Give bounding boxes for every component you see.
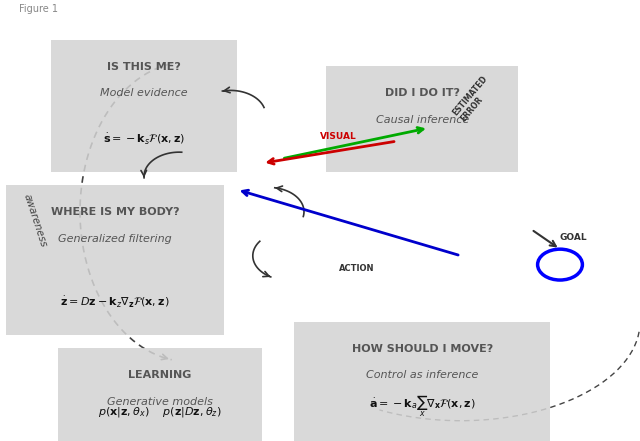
Text: IS THIS ME?: IS THIS ME? (107, 62, 181, 72)
Text: HOW SHOULD I MOVE?: HOW SHOULD I MOVE? (352, 344, 493, 354)
Text: Causal inference: Causal inference (376, 115, 469, 125)
FancyBboxPatch shape (58, 348, 262, 441)
Text: ESTIMATED
ERROR: ESTIMATED ERROR (451, 74, 497, 123)
Text: Control as inference: Control as inference (366, 370, 479, 381)
Text: ACTION: ACTION (339, 264, 374, 273)
Text: Model evidence: Model evidence (100, 88, 188, 98)
FancyBboxPatch shape (326, 66, 518, 172)
Text: DID I DO IT?: DID I DO IT? (385, 88, 460, 98)
Text: VISUAL: VISUAL (320, 132, 356, 141)
Text: LEARNING: LEARNING (128, 370, 192, 381)
Text: Figure 1: Figure 1 (19, 4, 58, 15)
Text: Generalized filtering: Generalized filtering (58, 234, 172, 244)
Text: awareness: awareness (22, 193, 49, 248)
FancyBboxPatch shape (51, 40, 237, 172)
Text: $\dot{\mathbf{s}} = -\mathbf{k}_s\mathcal{F}(\mathbf{x}, \mathbf{z})$: $\dot{\mathbf{s}} = -\mathbf{k}_s\mathca… (103, 131, 185, 146)
FancyBboxPatch shape (6, 185, 224, 335)
Text: Generative models: Generative models (107, 397, 213, 407)
Text: $p(\mathbf{x}|\mathbf{z}, \theta_x)$    $p(\mathbf{z}|D\mathbf{z}, \theta_z)$: $p(\mathbf{x}|\mathbf{z}, \theta_x)$ $p(… (98, 405, 222, 419)
Text: $\dot{\mathbf{z}} = D\mathbf{z} - \mathbf{k}_z\nabla_{\mathbf{z}}\mathcal{F}(\ma: $\dot{\mathbf{z}} = D\mathbf{z} - \mathb… (60, 294, 170, 309)
FancyBboxPatch shape (294, 322, 550, 441)
Text: GOAL: GOAL (560, 233, 588, 243)
Text: WHERE IS MY BODY?: WHERE IS MY BODY? (51, 207, 179, 217)
Text: $\dot{\mathbf{a}} = -\mathbf{k}_a\sum_{x}\nabla_{\mathbf{x}}\mathcal{F}(\mathbf{: $\dot{\mathbf{a}} = -\mathbf{k}_a\sum_{x… (369, 394, 476, 419)
